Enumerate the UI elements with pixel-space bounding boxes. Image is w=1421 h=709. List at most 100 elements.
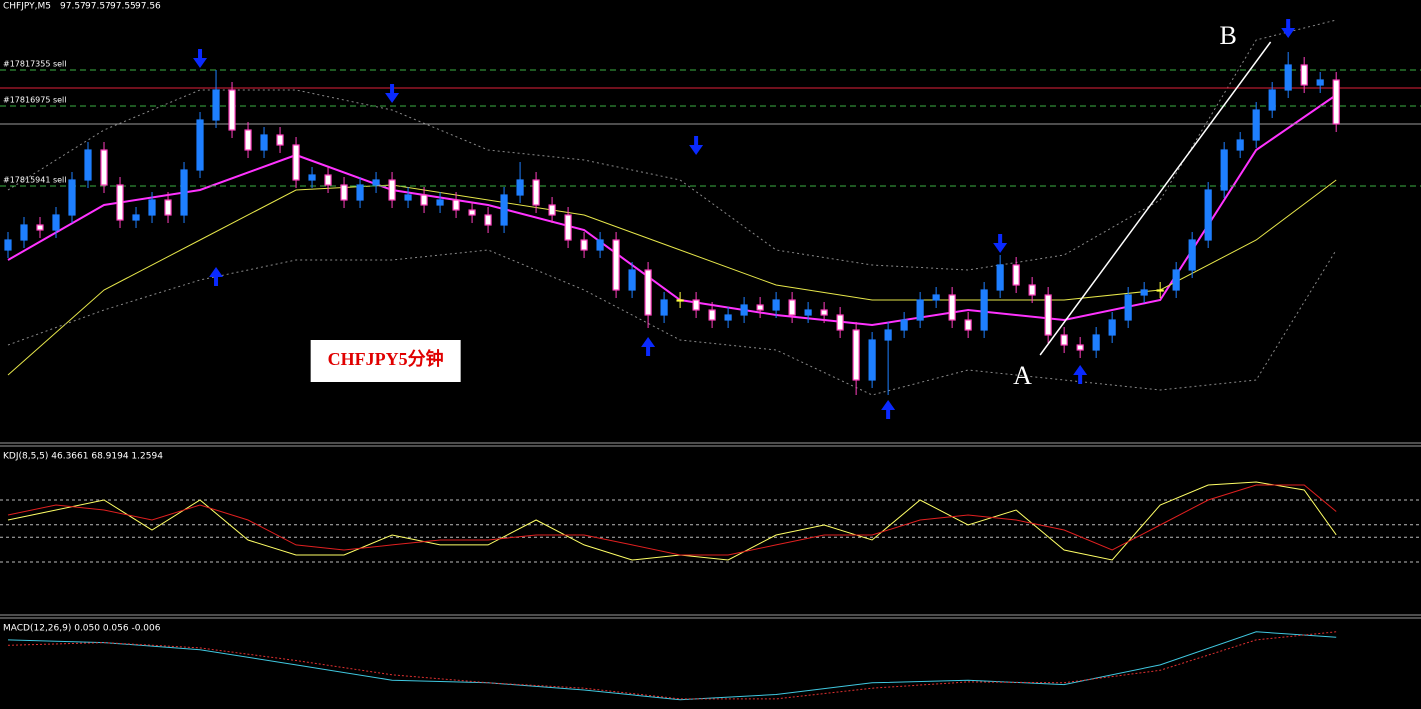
candle-body [804, 309, 812, 316]
candle-body [756, 304, 764, 311]
chart-label: CHFJPY5分钟 [328, 348, 444, 369]
candle-body [548, 204, 556, 216]
symbol: CHFJPY,M5 [3, 2, 51, 12]
candle-body [356, 184, 364, 201]
signal-arrow [193, 49, 208, 68]
candle-body [36, 224, 44, 231]
signal-arrow [1073, 365, 1088, 384]
candle-body [148, 199, 156, 216]
candle-body [1204, 189, 1212, 241]
quote-value: 97.55 [110, 2, 136, 12]
candle-body [612, 239, 620, 291]
candle-body [1124, 294, 1132, 321]
candle-body [1188, 239, 1196, 271]
candle-body [308, 174, 316, 181]
candle-body [820, 309, 828, 316]
candle-body [868, 339, 876, 381]
candle-body [100, 149, 108, 186]
candle-body [1300, 64, 1308, 86]
candle-body [948, 294, 956, 321]
candle-body [1060, 334, 1068, 346]
candle-body [692, 299, 700, 311]
candle-body [772, 299, 780, 311]
candle-body [468, 209, 476, 216]
candle-body [1076, 344, 1084, 351]
candle-body [916, 299, 924, 321]
candle-body [708, 309, 716, 321]
candle-body [420, 194, 428, 206]
candle-body [84, 149, 92, 181]
candle-body [644, 269, 652, 316]
candle-body [228, 89, 236, 131]
signal-arrow [385, 84, 400, 103]
candle-body [564, 214, 572, 241]
quote-value: 97.57 [85, 2, 111, 12]
candle-body [436, 199, 444, 206]
candle-body [660, 299, 668, 316]
quote-value: 97.56 [135, 2, 161, 12]
label-box [310, 340, 461, 382]
signal-arrow [689, 136, 704, 155]
candle-body [212, 89, 220, 121]
candle-body [164, 199, 172, 216]
candle-body [260, 134, 268, 151]
indicator-label: KDJ(8,5,5) 46.3661 68.9194 1.2594 [3, 452, 163, 462]
candle-body [196, 119, 204, 171]
candle-body [740, 304, 748, 316]
candle-body [372, 179, 380, 186]
candle-body [996, 264, 1004, 291]
candle-body [292, 144, 300, 181]
signal-arrow [881, 400, 896, 419]
candle-body [1236, 139, 1244, 151]
candle-body [116, 184, 124, 221]
candle-body [884, 329, 892, 341]
candle-body [1220, 149, 1228, 191]
signal-arrow [209, 267, 224, 286]
candle-body [1284, 64, 1292, 91]
candle-body [932, 294, 940, 301]
quote-value: 97.57 [60, 2, 86, 12]
candle-body [68, 179, 76, 216]
candle-body [20, 224, 28, 241]
candle-body [500, 194, 508, 226]
trend-line [1039, 41, 1272, 356]
annotation: B [1220, 21, 1237, 50]
candle-body [900, 319, 908, 331]
order-label: #17816975 sell [3, 96, 67, 105]
candle-body [388, 179, 396, 201]
indicator-label: MACD(12,26,9) 0.050 0.056 -0.006 [3, 624, 161, 634]
candle-body [404, 194, 412, 201]
signal-arrow [993, 234, 1008, 253]
indicator-line [7, 631, 1337, 701]
indicator-line [7, 249, 1337, 396]
candle-body [852, 329, 860, 381]
candle-body [1108, 319, 1116, 336]
candle-body [1092, 334, 1100, 351]
candle-body [628, 269, 636, 291]
candle-body [340, 184, 348, 201]
candle-body [1252, 109, 1260, 141]
order-label: #17815941 sell [3, 176, 67, 185]
candle-body [244, 129, 252, 151]
candle-body [1172, 269, 1180, 291]
candle-body [452, 199, 460, 211]
signal-arrow [641, 337, 656, 356]
candle-body [132, 214, 140, 221]
candle-body [1044, 294, 1052, 336]
candle-body [980, 289, 988, 331]
candle-body [4, 239, 12, 251]
candle-body [580, 239, 588, 251]
candle-body [324, 174, 332, 186]
candle-body [1332, 79, 1340, 125]
candle-body [964, 319, 972, 331]
candle-body [1316, 79, 1324, 86]
candle-body [788, 299, 796, 316]
candle-body [724, 314, 732, 321]
candle-body [1156, 289, 1164, 292]
candle-body [484, 214, 492, 226]
indicator-line [7, 631, 1337, 700]
candle-body [596, 239, 604, 251]
